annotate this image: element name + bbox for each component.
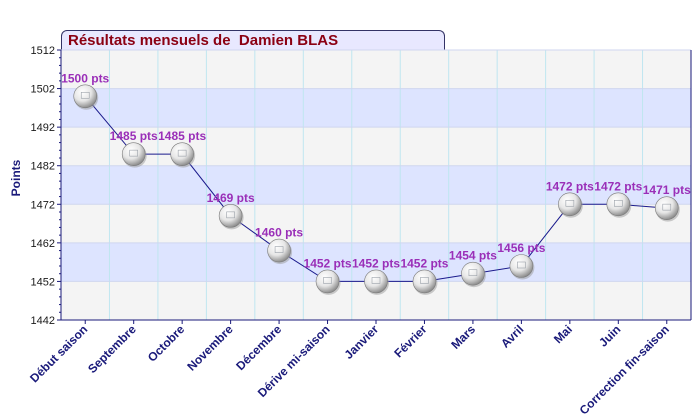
data-label: 1485 pts [110,129,158,143]
y-tick-label: 1492 [31,122,55,134]
data-point-marker [73,84,99,110]
data-point-marker [461,261,486,288]
y-tick-label: 1512 [31,45,55,57]
data-point-marker [509,254,535,280]
data-point-marker [170,142,196,168]
plot-band [61,204,691,243]
y-tick-label: 1442 [31,315,55,327]
y-tick-label: 1462 [31,238,55,250]
x-tick-label: Octobre [145,322,188,365]
x-tick-label: Juin [596,322,623,349]
data-label: 1485 pts [158,129,206,143]
data-label: 1452 pts [400,256,448,270]
data-point-marker [364,269,389,295]
y-tick-label: 1482 [31,161,55,173]
data-point-marker [654,196,680,222]
data-label: 1460 pts [255,226,303,240]
x-tick-label: Décembre [233,322,284,373]
data-label: 1500 pts [61,71,109,85]
x-tick-label: Mai [551,322,575,346]
data-label: 1472 pts [546,179,594,193]
data-label: 1472 pts [594,179,642,193]
plot-band [61,127,691,166]
plot-band [61,165,691,205]
y-axis-label: Points [9,159,23,196]
y-tick-label: 1452 [31,276,55,288]
data-label: 1452 pts [304,256,352,270]
data-label: 1471 pts [643,183,691,197]
plot-band [61,50,691,89]
x-tick-label: Février [391,322,429,360]
data-point-marker [121,142,147,168]
x-tick-label: Correction fin-saison [577,322,672,417]
data-point-marker [606,192,632,218]
x-tick-label: Novembre [184,322,236,374]
x-tick-label: Janvier [342,322,382,362]
x-tick-label: Mars [448,322,478,352]
data-point-marker [315,269,341,295]
data-label: 1454 pts [449,249,497,263]
x-tick-label: Avril [498,322,526,350]
data-label: 1469 pts [207,191,255,205]
x-tick-label: Septembre [85,322,139,376]
data-label: 1456 pts [497,241,545,255]
chart-title-box: Résultats mensuels de Damien BLAS [61,30,445,50]
plot-band [61,88,691,128]
data-point-marker [218,204,244,230]
data-point-marker [412,269,438,295]
data-point-marker [558,192,583,218]
chart-title: Résultats mensuels de Damien BLAS [68,32,339,49]
data-label: 1452 pts [352,256,400,270]
x-tick-label: Début saison [27,322,90,385]
y-tick-label: 1472 [31,199,55,211]
data-point-marker [267,238,293,265]
y-tick-label: 1502 [31,84,55,96]
